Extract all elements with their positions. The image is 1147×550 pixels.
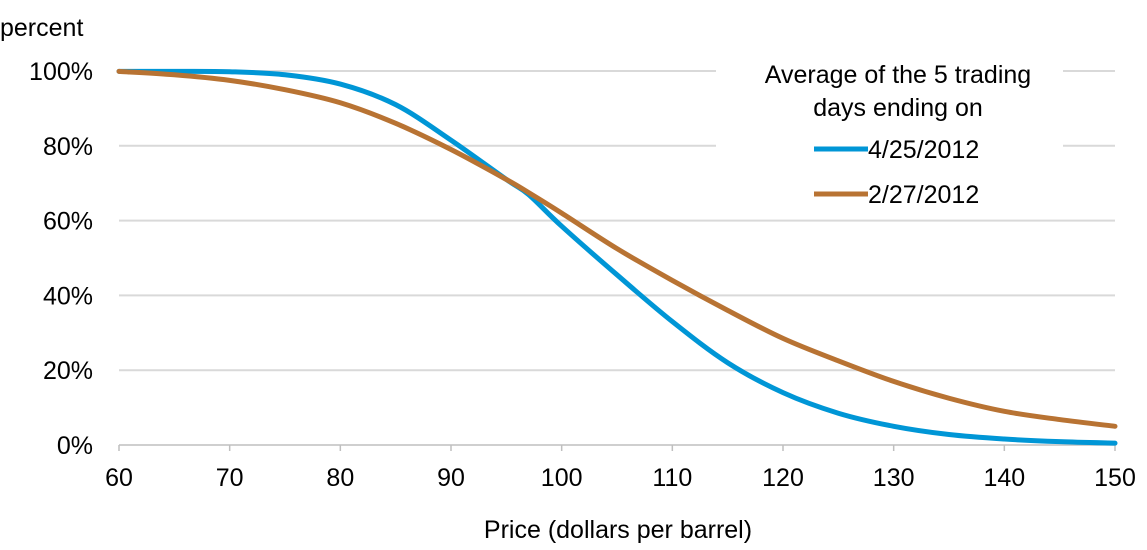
legend-label-series-1: 4/25/2012 bbox=[868, 136, 979, 164]
series-line-1 bbox=[116, 68, 1118, 446]
x-tick-label: 140 bbox=[983, 464, 1025, 492]
y-axis-label: percent bbox=[0, 14, 83, 42]
y-tick-label: 0% bbox=[57, 432, 93, 460]
x-tick-label: 100 bbox=[541, 464, 583, 492]
x-tick-label: 120 bbox=[762, 464, 804, 492]
y-tick-label: 80% bbox=[43, 133, 93, 161]
y-axis-ticks: 0% 20% 40% 60% 80% 100% bbox=[29, 58, 93, 460]
series-line-2 bbox=[116, 68, 1118, 429]
x-tick-label: 80 bbox=[326, 464, 354, 492]
series-lines bbox=[116, 68, 1118, 446]
legend-title-line-2: days ending on bbox=[813, 94, 983, 122]
x-axis-label: Price (dollars per barrel) bbox=[484, 516, 752, 544]
y-tick-label: 40% bbox=[43, 282, 93, 310]
x-tick-label: 60 bbox=[105, 464, 133, 492]
x-tick-label: 70 bbox=[216, 464, 244, 492]
y-tick-label: 60% bbox=[43, 208, 93, 236]
legend-background bbox=[716, 55, 1063, 217]
legend-title-line-1: Average of the 5 trading bbox=[765, 61, 1031, 89]
y-tick-label: 20% bbox=[43, 357, 93, 385]
x-tick-label: 90 bbox=[437, 464, 465, 492]
x-axis-ticks: 60 70 80 90 100 110 120 130 140 150 bbox=[105, 445, 1136, 492]
x-tick-label: 130 bbox=[873, 464, 915, 492]
y-tick-label: 100% bbox=[29, 58, 93, 86]
x-tick-label: 150 bbox=[1094, 464, 1136, 492]
legend: Average of the 5 trading days ending on … bbox=[716, 55, 1063, 217]
x-tick-label: 110 bbox=[652, 464, 692, 492]
legend-label-series-2: 2/27/2012 bbox=[868, 181, 979, 209]
